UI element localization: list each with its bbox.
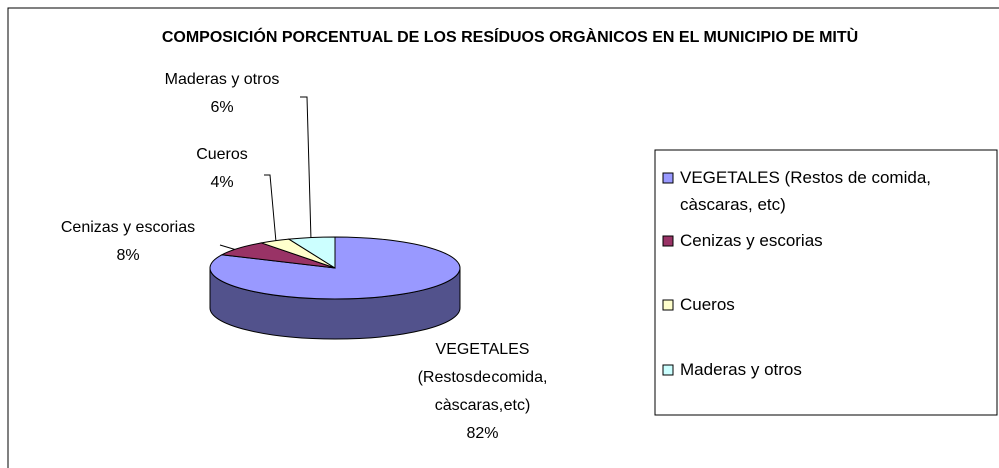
- legend-label: Maderas y otros: [680, 360, 802, 379]
- legend-label: Cenizas y escorias: [680, 231, 823, 250]
- legend-swatch: [662, 299, 674, 311]
- legend-label: Cueros: [680, 295, 735, 314]
- data-label-value: 82%: [466, 425, 499, 442]
- pie-slice: [287, 236, 336, 269]
- pie-slice: [209, 236, 461, 300]
- legend-swatch: [662, 364, 674, 376]
- chart-title: COMPOSICIÓN PORCENTUAL DE LOS RESÍDUOS O…: [161, 29, 859, 46]
- legend-box: [654, 149, 998, 416]
- data-label-name: VEGETALES (Restos de comida, càscaras, e…: [417, 341, 548, 414]
- data-label-value: 8%: [116, 247, 140, 264]
- legend-swatch: [662, 235, 674, 247]
- data-label-name: Cenizas y escorias: [60, 219, 196, 236]
- data-label-value: 4%: [210, 174, 234, 191]
- data-label-name: Cueros: [196, 146, 248, 163]
- legend-swatch: [662, 172, 674, 184]
- leader-line: [264, 174, 277, 243]
- legend-label: VEGETALES (Restos de comida, càscaras, e…: [680, 168, 932, 214]
- data-label-name: Maderas y otros: [164, 71, 280, 88]
- data-label-value: 6%: [210, 99, 234, 116]
- leader-line: [300, 96, 312, 241]
